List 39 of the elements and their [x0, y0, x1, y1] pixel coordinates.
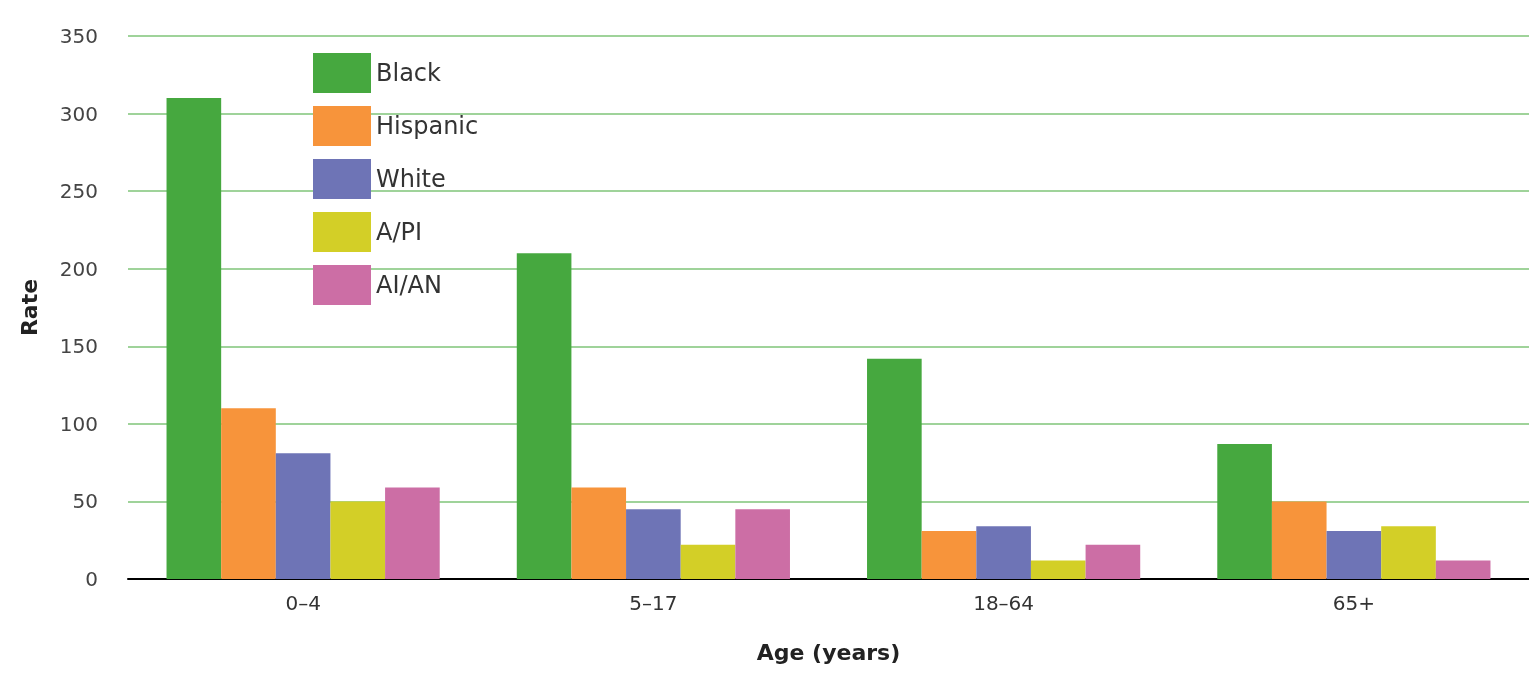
legend-label: Hispanic — [376, 112, 479, 140]
bar — [385, 487, 440, 579]
legend-label: A/PI — [376, 218, 423, 246]
x-tick-label: 18–64 — [973, 591, 1035, 615]
legend-label: Black — [376, 59, 442, 87]
bar — [1435, 560, 1491, 579]
legend-label: AI/AN — [376, 271, 442, 299]
bar — [516, 253, 572, 579]
bar — [571, 487, 627, 579]
bar — [1381, 526, 1436, 579]
bar — [921, 530, 977, 579]
x-axis-title: Age (years) — [756, 639, 901, 665]
bar — [680, 544, 736, 579]
bar — [1085, 544, 1141, 579]
bar — [867, 358, 922, 579]
bar — [330, 501, 386, 579]
y-tick-label: 0 — [85, 567, 98, 591]
bar — [221, 408, 276, 579]
bar — [1271, 501, 1327, 579]
y-axis-title: Rate — [16, 278, 42, 337]
legend-label: White — [376, 165, 446, 193]
y-tick-label: 350 — [59, 24, 98, 48]
bar — [735, 509, 790, 579]
bar — [1217, 444, 1272, 579]
bar — [275, 453, 331, 579]
x-tick-label: 0–4 — [285, 591, 321, 615]
bar — [976, 526, 1031, 579]
bar — [166, 98, 222, 579]
bar — [1030, 560, 1086, 579]
y-tick-label: 100 — [59, 411, 98, 436]
y-tick-label: 300 — [59, 101, 98, 126]
bar — [626, 509, 681, 579]
y-tick-label: 200 — [59, 256, 98, 281]
y-tick-label: 150 — [59, 334, 98, 359]
x-tick-label: 65+ — [1332, 591, 1375, 615]
y-tick-label: 250 — [59, 179, 98, 204]
bar — [1326, 530, 1382, 579]
x-tick-label: 5–17 — [629, 591, 678, 615]
y-tick-label: 50 — [72, 489, 98, 514]
